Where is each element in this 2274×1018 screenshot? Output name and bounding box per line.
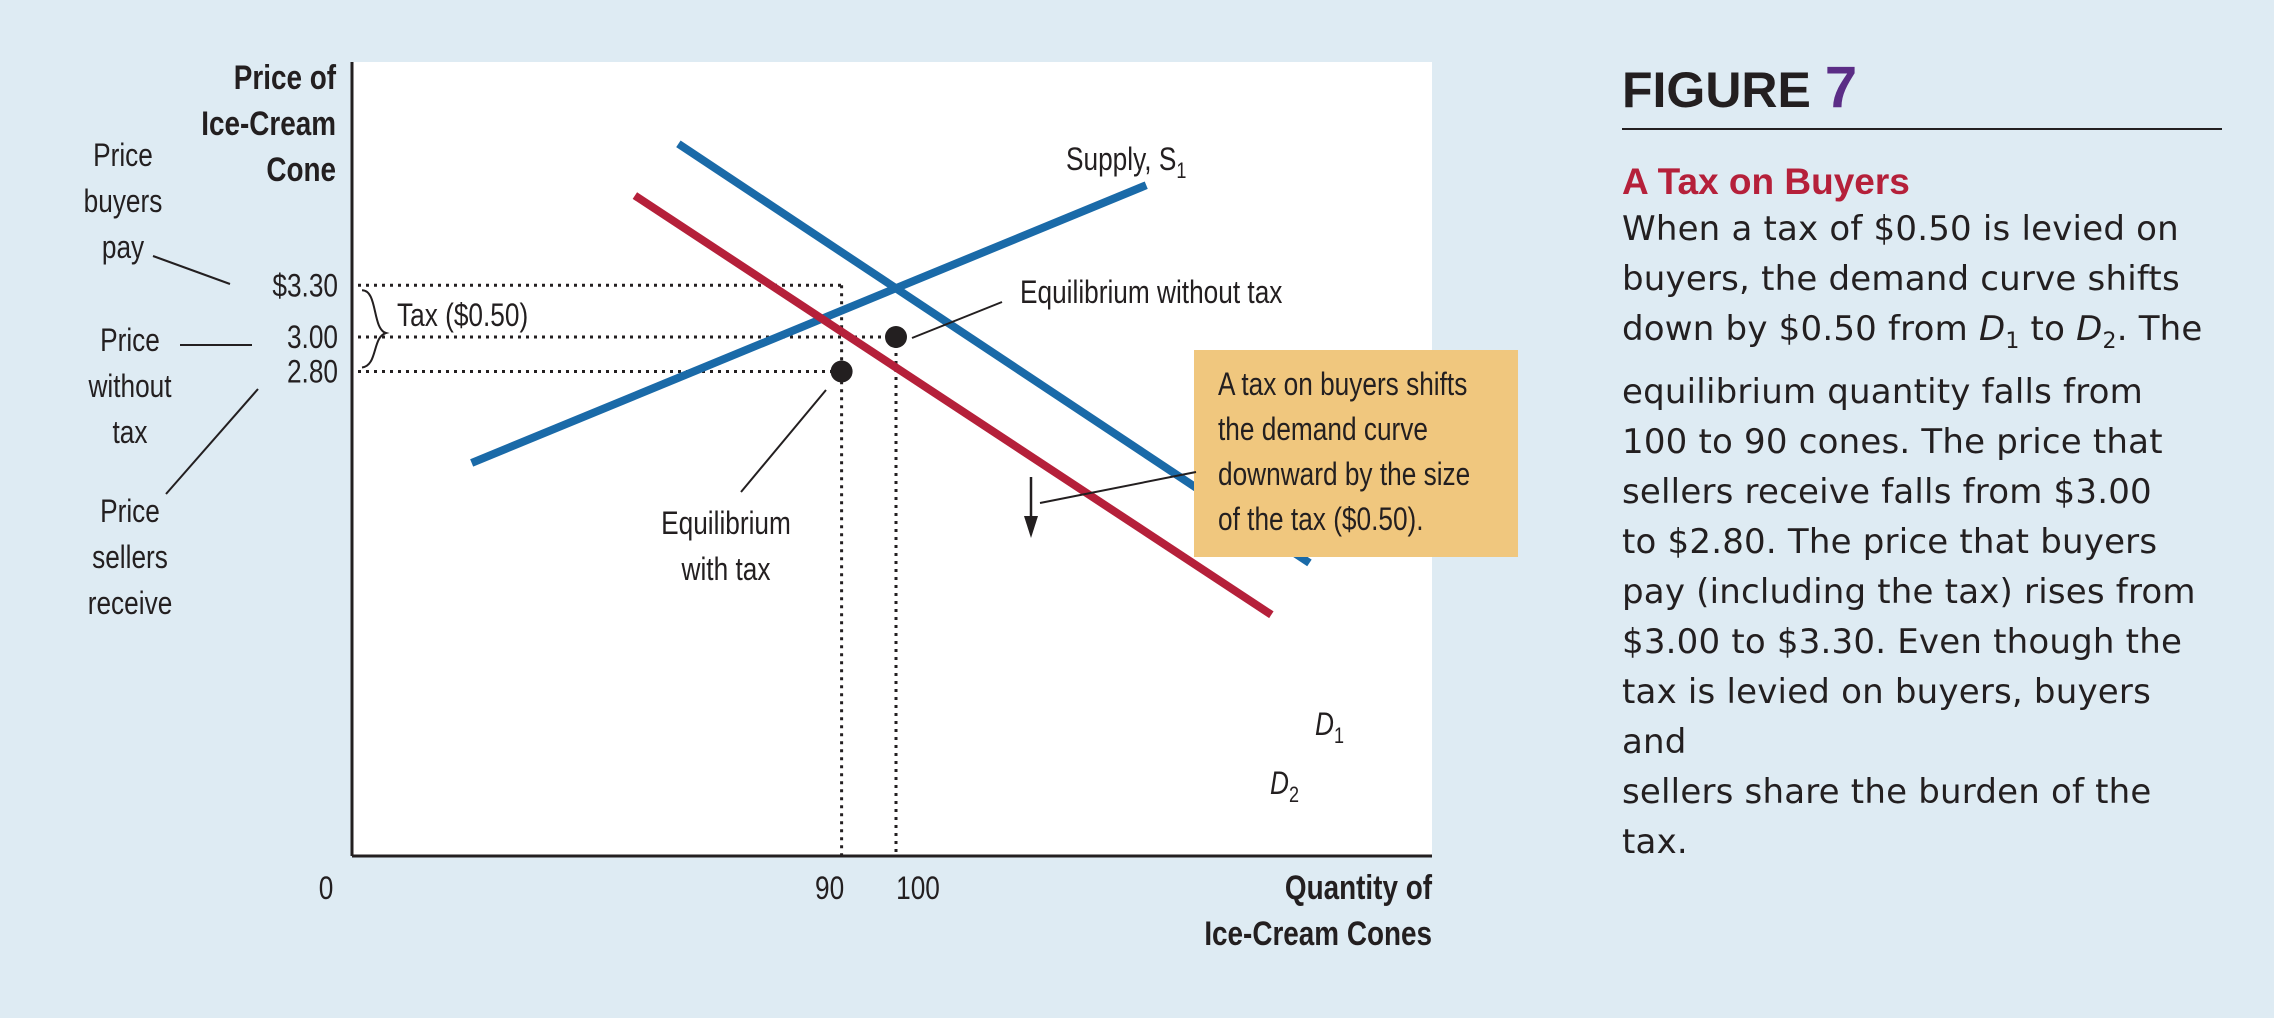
label-supply-sub: 1 (1176, 159, 1186, 183)
caption-var-sub: 1 (2005, 328, 2020, 354)
caption-panel: FIGURE 7 A Tax on Buyers When a tax of $… (1622, 59, 2222, 867)
label-price-sellers-receive-line-2: receive (88, 587, 173, 622)
callout-text-line-1: the demand curve (1218, 413, 1428, 448)
y-tick-label-1: 3.00 (287, 321, 338, 356)
label-price-without-tax-line-1: without (88, 370, 172, 405)
leader-equilibrium-without-tax (911, 301, 1003, 339)
label-equilibrium-without-tax-line-0: Equilibrium without tax (1020, 276, 1283, 311)
label-price-sellers-receive-line-0: Price (100, 495, 160, 530)
label-d2-name: D (1270, 767, 1289, 802)
supply-curve-s1 (470, 181, 1148, 467)
x-tick-label-0: 90 (815, 872, 844, 907)
callout-text-line-3: of the tax ($0.50). (1218, 503, 1424, 538)
caption-line-1: buyers, the demand curve shifts (1622, 259, 2180, 299)
callout-text-line-2: downward by the size (1218, 458, 1470, 493)
figure-heading: FIGURE 7 (1622, 59, 2222, 130)
y-axis-label-line-0: Price of (234, 58, 337, 96)
callout-box (1194, 350, 1518, 557)
label-d1-name: D (1315, 708, 1334, 743)
label-price-without-tax-line-0: Price (100, 324, 160, 359)
label-price-buyers-pay-line-2: pay (102, 231, 145, 266)
label-price-buyers-pay-line-1: buyers (84, 185, 163, 220)
figure-word: FIGURE (1622, 62, 1811, 118)
caption-body: When a tax of $0.50 is levied on buyers, … (1622, 204, 2222, 867)
y-axis-label-line-2: Cone (266, 150, 336, 188)
caption-line-8: $3.00 to $3.30. Even though the (1622, 621, 2183, 662)
label-d1-sub: 1 (1334, 724, 1344, 748)
demand-curve-d2 (632, 192, 1274, 619)
x-axis-label-line-1: Ice-Cream Cones (1204, 914, 1432, 952)
y-tick-label-0: $3.30 (272, 269, 338, 304)
caption-line-6: to $2.80. The price that buyers (1622, 521, 2158, 562)
label-equilibrium-with-tax-line-0: Equilibrium (661, 507, 791, 542)
label-supply-name: Supply, S (1066, 143, 1176, 178)
x-tick-label-1: 100 (896, 872, 940, 907)
x-axis-label-line-0: Quantity of (1285, 868, 1433, 906)
leader-callout (1039, 471, 1197, 504)
caption-line-2: down by $0.50 from D1 to D2. The (1622, 309, 2203, 354)
origin-label: 0 (319, 872, 334, 907)
caption-line-4: 100 to 90 cones. The price that (1622, 421, 2163, 462)
label-price-buyers-pay-line-0: Price (93, 139, 153, 174)
tax-label: Tax ($0.50) (397, 299, 528, 334)
caption-line-10: sellers share the burden of the tax. (1622, 771, 2152, 862)
equilibrium-without-tax-point (885, 326, 907, 348)
caption-line-7: pay (including the tax) rises from (1622, 571, 2196, 612)
labels: Price of Ice-Cream Cone Quantity of Ice-Crea… (84, 58, 1518, 953)
label-equilibrium-with-tax-line-1: with tax (681, 553, 771, 588)
label-price-without-tax-line-2: tax (112, 416, 147, 451)
caption-line-5: sellers receive falls from $3.00 (1622, 471, 2152, 512)
y-tick-label-2: 2.80 (287, 355, 338, 390)
caption-line-9: tax is levied on buyers, buyers and (1622, 671, 2151, 762)
caption-var: D (1978, 309, 2006, 349)
tax-brace (361, 289, 390, 369)
label-price-sellers-receive-line-1: sellers (92, 541, 168, 576)
axes (350, 62, 1432, 858)
leader-equilibrium-with-tax (740, 389, 827, 493)
leader-price-sellers-receive (165, 388, 259, 495)
figure-number: 7 (1824, 55, 1858, 120)
caption-title: A Tax on Buyers (1622, 161, 1910, 202)
caption-line-0: When a tax of $0.50 is levied on (1622, 209, 2179, 249)
equilibrium-with-tax-point (830, 360, 853, 383)
callout-text-line-0: A tax on buyers shifts (1218, 368, 1467, 403)
caption-line-3: equilibrium quantity falls from (1622, 371, 2143, 412)
label-supply: Supply, S1 (1066, 143, 1186, 184)
y-axis-label-line-1: Ice-Cream (201, 104, 336, 142)
caption-var-sub: 2 (2102, 328, 2117, 354)
caption-var: D (2076, 309, 2103, 349)
leader-price-buyers-pay (152, 255, 231, 285)
label-d1: D1 (1315, 708, 1344, 749)
guide-lines (358, 283, 898, 856)
label-d2: D2 (1270, 767, 1299, 808)
label-d2-sub: 2 (1289, 783, 1299, 807)
shift-arrow-head (1024, 516, 1038, 538)
